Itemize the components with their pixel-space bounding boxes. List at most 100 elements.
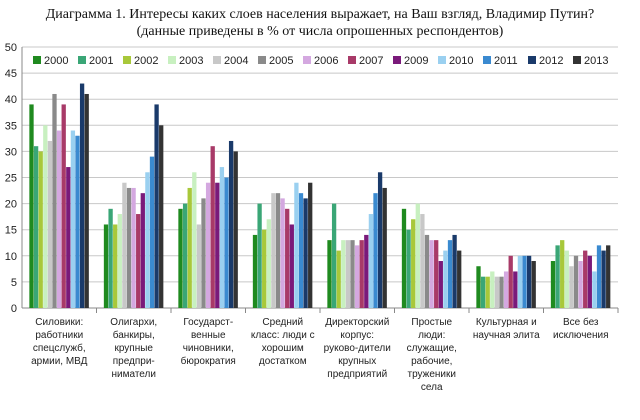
bar <box>75 135 80 308</box>
bar <box>285 208 290 308</box>
legend-swatch <box>483 56 491 64</box>
category-label: Государст-венные чиновники, бюрократия <box>181 317 236 367</box>
bar <box>154 104 159 308</box>
legend-swatch <box>438 56 446 64</box>
category-label: Простые люди: служащие, рабочие, труженики се… <box>407 317 457 393</box>
bar <box>424 234 430 308</box>
bar <box>452 234 457 308</box>
category-label: Средний класс: люди с хорошим достатком <box>251 317 315 367</box>
bar <box>485 276 490 308</box>
category-label: Все без исключения <box>553 316 608 341</box>
bar <box>210 146 215 308</box>
bar <box>224 177 229 308</box>
chart-title: Диаграмма 1. Интересы каких слоев населе… <box>46 7 594 22</box>
bar <box>84 93 89 308</box>
bar <box>271 193 276 308</box>
bar <box>201 198 206 308</box>
category-label: Силовики: работники спецслужб, армии, МВД <box>31 317 88 367</box>
legend-swatch <box>213 56 221 64</box>
bar <box>103 224 109 308</box>
bar <box>289 224 294 308</box>
bar <box>252 234 258 308</box>
bar <box>569 266 574 308</box>
bar <box>526 255 532 308</box>
chart-subtitle: (данные приведены в % от числа опрошенны… <box>137 24 504 39</box>
y-tick-label: 20 <box>5 199 17 211</box>
legend-swatch <box>258 56 266 64</box>
bar <box>573 255 579 308</box>
bar <box>52 93 57 308</box>
legend-label: 2000 <box>44 55 68 67</box>
bar <box>406 229 411 308</box>
bar <box>606 245 611 308</box>
bar <box>215 182 220 308</box>
legend-swatch <box>78 56 86 64</box>
bar <box>303 198 308 308</box>
bar <box>29 104 34 308</box>
y-tick-label: 10 <box>5 251 17 263</box>
bar <box>257 203 262 308</box>
bar <box>280 198 285 308</box>
bar <box>182 203 188 308</box>
bar <box>354 245 360 308</box>
bar <box>196 224 202 308</box>
bar <box>564 250 569 308</box>
bar <box>187 187 192 308</box>
bar <box>108 208 113 308</box>
bar <box>262 229 267 308</box>
bar <box>178 208 183 308</box>
bar <box>341 240 346 308</box>
legend-label: 2002 <box>134 55 158 67</box>
bar <box>560 240 565 308</box>
bar <box>219 167 225 308</box>
category-label: Культурная и научная элита <box>473 317 540 341</box>
category-labels: Силовики: работники спецслужб, армии, МВД Ол… <box>31 316 608 393</box>
bar <box>359 240 364 308</box>
bar <box>43 125 48 308</box>
bar <box>420 214 425 308</box>
bar <box>373 193 378 308</box>
legend-swatch <box>123 56 131 64</box>
bar <box>47 140 53 308</box>
y-tick-label: 0 <box>11 303 17 315</box>
bar <box>522 255 527 308</box>
legend-label: 2009 <box>404 55 428 67</box>
y-tick-label: 35 <box>5 120 17 132</box>
bar <box>447 240 453 308</box>
bar <box>499 276 504 308</box>
legend-label: 2011 <box>494 55 518 67</box>
bar <box>457 250 462 308</box>
bar <box>415 203 420 308</box>
bar <box>503 271 509 308</box>
bar <box>438 261 443 308</box>
bar <box>66 167 71 308</box>
bar <box>122 182 127 308</box>
bar <box>345 240 351 308</box>
y-tick-label: 5 <box>11 277 17 289</box>
legend: 2000 2001 2002 2003 2004 2005 2006 2007 2009 2010… <box>33 55 608 67</box>
legend-label: 2012 <box>539 55 563 67</box>
bars-layer <box>29 83 611 308</box>
bar <box>205 182 211 308</box>
legend-label: 2013 <box>584 55 608 67</box>
bar <box>583 250 588 308</box>
bar <box>266 219 271 308</box>
legend-label: 2006 <box>314 55 338 67</box>
bar <box>517 255 523 308</box>
bar <box>136 214 141 308</box>
legend-swatch <box>303 56 311 64</box>
bar <box>377 172 383 308</box>
category-label: Олигархи, банкиры, крупные предпри-ниматели <box>110 317 157 380</box>
bar <box>601 250 606 308</box>
bar <box>61 104 66 308</box>
bar <box>513 271 518 308</box>
bar <box>434 240 439 308</box>
bar <box>596 245 602 308</box>
bar <box>550 261 556 308</box>
bar <box>411 219 416 308</box>
bar <box>587 255 592 308</box>
bar <box>145 172 150 308</box>
bar <box>480 276 486 308</box>
bar <box>308 182 313 308</box>
bar <box>79 83 85 308</box>
